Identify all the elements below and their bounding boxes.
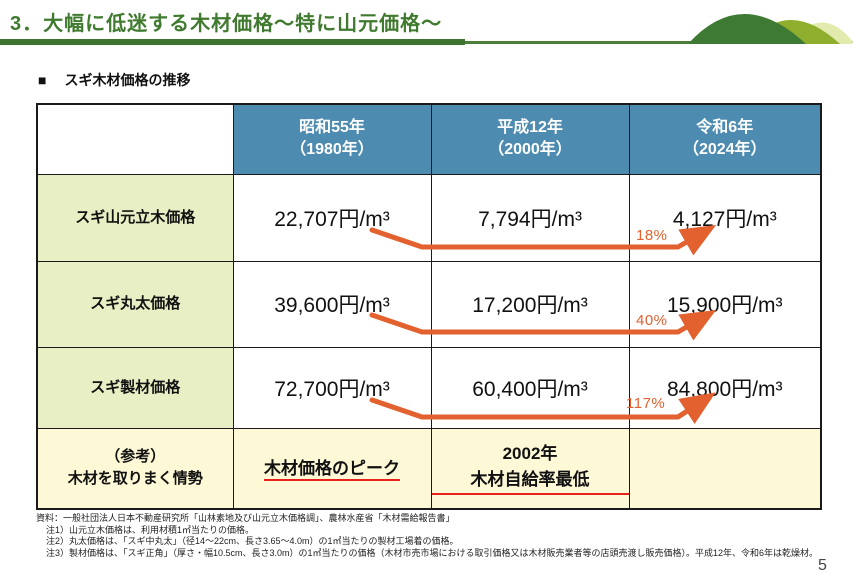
value-seizai-2024: 84,800円/m³ — [628, 346, 822, 429]
title-rule-accent — [0, 39, 465, 45]
value-yamamoto-2000: 7,794円/m³ — [430, 173, 630, 262]
square-bullet-icon: ■ — [38, 72, 47, 88]
page-number: 5 — [818, 557, 827, 574]
sugi-price-table: 昭和55年 （1980年） 平成12年 （2000年） 令和6年 （2024年）… — [36, 103, 822, 510]
row-label-maruta: スギ丸太価格 — [36, 260, 234, 348]
value-seizai-1980: 72,700円/m³ — [232, 346, 432, 429]
pct-change-seizai: 117% — [626, 395, 666, 412]
value-yamamoto-2024: 4,127円/m³ — [628, 173, 822, 262]
col-header-1980: 昭和55年 （1980年） — [232, 103, 432, 175]
mountains-logo-icon — [688, 14, 853, 44]
row-label-yamamoto: スギ山元立木価格 — [36, 173, 234, 262]
table-row-maruta: スギ丸太価格 39,600円/m³ 17,200円/m³ 15,900円/m³ — [36, 260, 822, 348]
pct-change-maruta: 40% — [636, 312, 668, 329]
value-seizai-2000: 60,400円/m³ — [430, 346, 630, 429]
footnote-source: 資料：一般社団法人日本不動産研究所「山林素地及び山元立木価格調」、農林水産省「木… — [36, 513, 455, 523]
page-title: 3．大幅に低迷する木材価格～特に山元価格～ — [10, 13, 443, 35]
section-heading: ■ スギ木材価格の推移 — [38, 70, 190, 90]
table-row-seizai: スギ製材価格 72,700円/m³ 60,400円/m³ 84,800円/m³ — [36, 346, 822, 429]
reference-2000: 2002年 木材自給率最低 — [430, 427, 630, 510]
footnote-3: 注3）製材価格は、「スギ正角」（厚さ・幅10.5cm、長さ3.0m）の1㎥当たり… — [46, 547, 819, 558]
table-header-row: 昭和55年 （1980年） 平成12年 （2000年） 令和6年 （2024年） — [36, 103, 822, 175]
value-maruta-1980: 39,600円/m³ — [232, 260, 432, 348]
pct-change-yamamoto: 18% — [636, 227, 668, 244]
value-yamamoto-1980: 22,707円/m³ — [232, 173, 432, 262]
col-header-2000: 平成12年 （2000年） — [430, 103, 630, 175]
col-header-2024: 令和6年 （2024年） — [628, 103, 822, 175]
section-heading-text: スギ木材価格の推移 — [64, 72, 191, 88]
value-maruta-2000: 17,200円/m³ — [430, 260, 630, 348]
table-row-yamamoto: スギ山元立木価格 22,707円/m³ 7,794円/m³ 4,127円/m³ — [36, 173, 822, 262]
table-row-reference: （参考） 木材を取りまく情勢 木材価格のピーク 2002年 木材自給率最低 — [36, 427, 822, 510]
header-empty-cell — [36, 103, 234, 175]
row-label-reference: （参考） 木材を取りまく情勢 — [36, 427, 234, 510]
footnote-1: 注1）山元立木価格は、利用材積1㎥当たりの価格。 — [46, 524, 255, 535]
reference-1980: 木材価格のピーク — [232, 427, 432, 510]
footnote-2: 注2）丸太価格は、「スギ中丸太」（径14～22cm、長さ3.65～4.0m）の1… — [46, 536, 459, 546]
reference-2024 — [628, 427, 822, 510]
row-label-seizai: スギ製材価格 — [36, 346, 234, 429]
footnotes: 資料：一般社団法人日本不動産研究所「山林素地及び山元立木価格調」、農林水産省「木… — [36, 513, 826, 559]
value-maruta-2024: 15,900円/m³ — [628, 260, 822, 348]
